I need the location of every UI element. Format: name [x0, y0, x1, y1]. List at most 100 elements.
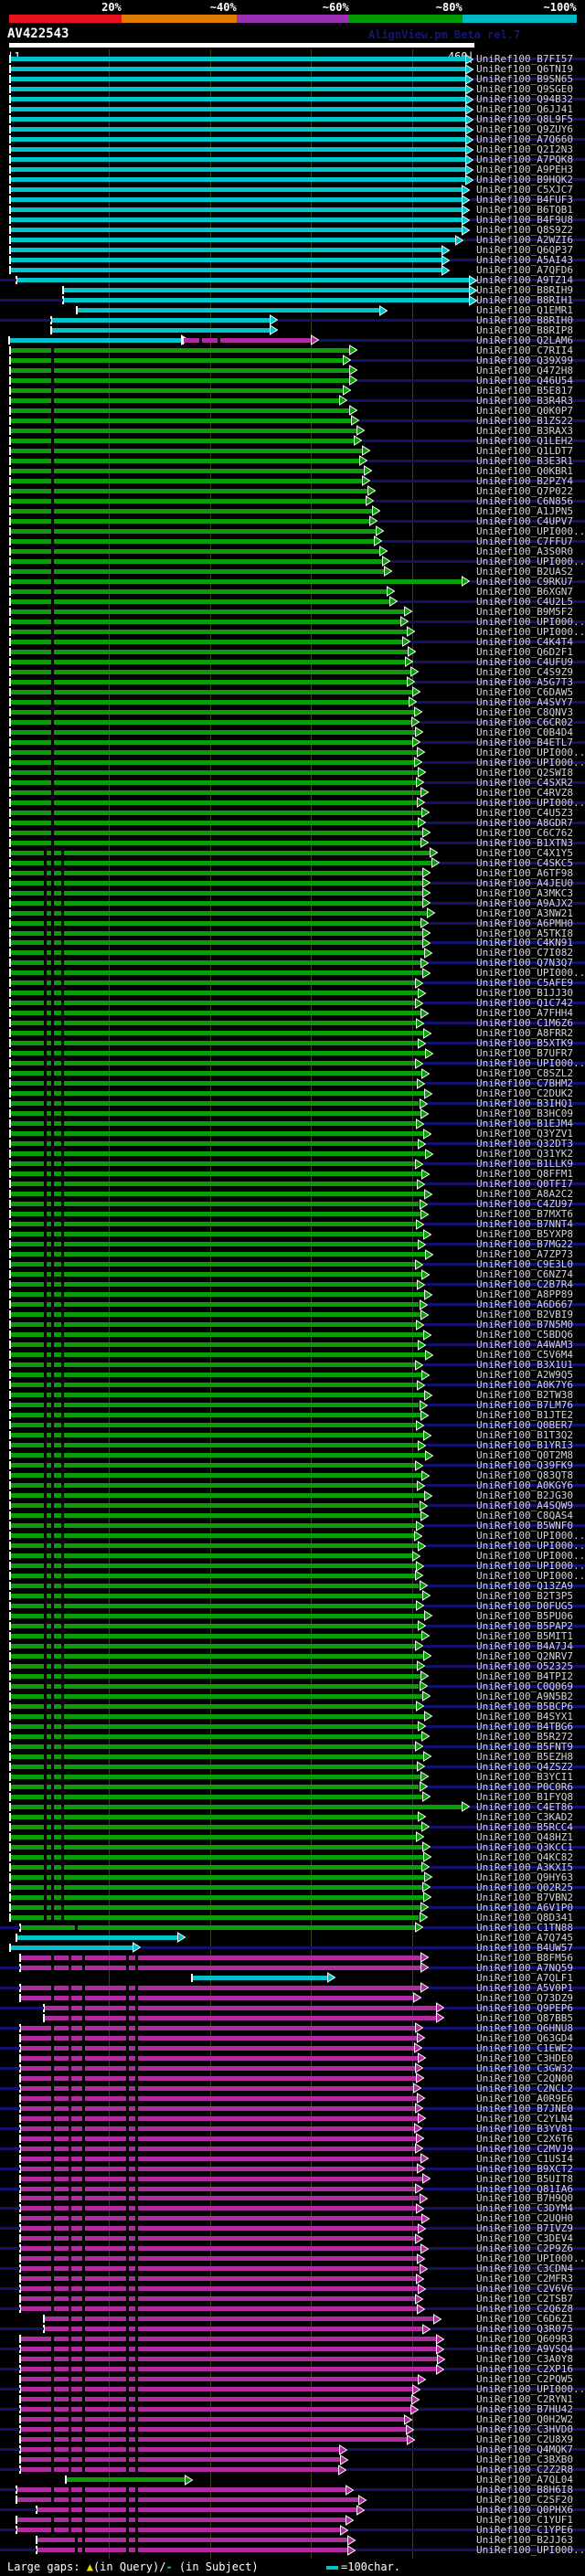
hit-accession-label: UniRef100_A9AJX2: [476, 896, 573, 909]
hit-accession-label: UniRef100_C3KAD2: [476, 1810, 573, 1823]
hit-start-tick: [9, 1581, 12, 1590]
hit-arrowhead-icon: [351, 415, 360, 427]
large-gap-mark: [51, 1031, 55, 1036]
hit-accession-label: UniRef100_D0FUG5: [476, 1599, 573, 1612]
large-gap-mark: [126, 2196, 130, 2201]
hit-arrowhead-icon: [421, 877, 431, 888]
hit-arrowhead-icon: [379, 304, 388, 316]
hit-arrowhead-icon: [420, 1962, 430, 1974]
hit-accession-label: UniRef100_A8A2C2: [476, 1188, 573, 1201]
subject-overhang-line: [473, 158, 585, 162]
hit-span-bar: [10, 1453, 426, 1458]
hit-accession-label: UniRef100_B2PZY4: [476, 474, 573, 487]
subject-overhang-line: [425, 1664, 585, 1668]
large-gap-mark: [61, 1453, 65, 1458]
hit-start-tick: [9, 1441, 12, 1450]
hit-accession-label: UniRef100_B3HC09: [476, 1108, 573, 1120]
large-gap-mark: [43, 1373, 47, 1378]
hit-accession-label: UniRef100_C4S9Z9: [476, 665, 573, 678]
hit-accession-label: UniRef100_B5BCP6: [476, 1700, 573, 1712]
large-gap-mark: [51, 1904, 55, 1910]
hit-arrowhead-icon: [407, 626, 416, 638]
large-gap-mark: [81, 2337, 85, 2342]
hit-span-bar: [9, 337, 181, 343]
large-gap-mark: [135, 1955, 139, 1960]
hit-start-tick: [9, 95, 12, 104]
hit-start-tick: [9, 908, 12, 917]
hit-start-tick: [9, 175, 12, 185]
hit-arrowhead-icon: [420, 1982, 430, 1994]
hit-span-bar: [10, 1663, 418, 1669]
subject-overhang-line: [423, 2147, 585, 2150]
hit-accession-label: UniRef100_C2UQH0: [476, 2212, 573, 2225]
hit-start-tick: [9, 236, 12, 245]
subject-overhang-line: [423, 1925, 585, 1929]
large-gap-mark: [135, 2467, 139, 2473]
hit-arrowhead-icon: [418, 1339, 427, 1351]
hit-arrowhead-icon: [417, 2032, 426, 2044]
hit-accession-label: UniRef100_A0K7Y6: [476, 1379, 573, 1392]
hit-arrowhead-icon: [436, 2002, 445, 2014]
hit-arrowhead-icon: [405, 656, 414, 668]
hit-span-bar: [10, 1503, 420, 1509]
subject-overhang-line: [424, 1022, 585, 1025]
large-gap-mark: [43, 1493, 47, 1499]
hit-accession-label: UniRef100_A6PMH0: [476, 917, 573, 929]
hit-arrowhead-icon: [465, 63, 474, 75]
large-gap-mark: [51, 1493, 55, 1499]
identity-scale-segment: [122, 15, 237, 23]
hit-accession-label: UniRef100_B7LM76: [476, 1399, 573, 1412]
hit-span-bar: [10, 538, 374, 544]
large-gap-mark: [61, 1603, 65, 1608]
hit-accession-label: UniRef100_B4ETL7: [476, 736, 573, 748]
hit-arrowhead-icon: [406, 2423, 415, 2435]
large-gap-mark: [51, 639, 55, 644]
large-gap-mark: [126, 2075, 130, 2081]
hit-arrowhead-icon: [367, 485, 377, 497]
hit-accession-label: UniRef100_A7Q745: [476, 1931, 573, 1944]
hit-span-bar: [10, 1854, 423, 1860]
hit-span-bar: [10, 991, 419, 996]
hit-arrowhead-icon: [365, 495, 375, 507]
large-gap-mark: [126, 2407, 130, 2412]
hit-span-bar: [10, 528, 376, 534]
large-gap-mark: [51, 2166, 55, 2171]
hit-arrowhead-icon: [441, 244, 451, 256]
hit-span-bar: [20, 2266, 420, 2272]
hit-arrowhead-icon: [422, 1650, 432, 1662]
large-gap-mark: [69, 2075, 72, 2081]
hit-span-bar: [10, 1523, 417, 1529]
hit-arrowhead-icon: [417, 2304, 426, 2315]
hit-start-tick: [9, 1701, 12, 1711]
subject-overhang-line: [0, 2428, 21, 2432]
hit-start-tick: [9, 707, 12, 716]
hit-accession-label: UniRef100_B8H6I8: [476, 2484, 573, 2496]
large-gap-mark: [51, 1373, 55, 1378]
large-gap-mark: [61, 1784, 65, 1789]
hit-arrowhead-icon: [420, 1670, 430, 1682]
hit-start-tick: [9, 888, 12, 897]
hit-span-bar: [10, 107, 466, 112]
large-gap-mark: [81, 1995, 85, 2000]
hit-accession-label: UniRef100_C4SXR2: [476, 776, 573, 789]
hit-span-bar: [10, 1874, 425, 1880]
hit-span-bar: [10, 398, 340, 403]
hit-start-tick: [9, 1270, 12, 1279]
large-gap-mark: [61, 1151, 65, 1157]
hit-accession-label: UniRef100_A7QL04: [476, 2474, 573, 2486]
hit-span-bar: [10, 1774, 420, 1779]
large-gap-mark: [51, 2055, 55, 2061]
large-gap-mark: [43, 1332, 47, 1338]
hit-accession-label: UniRef100_Q6TNI9: [476, 63, 573, 76]
hit-arrowhead-icon: [347, 2534, 356, 2546]
subject-overhang-line: [0, 2167, 21, 2170]
hit-span-bar: [10, 1493, 425, 1499]
large-gap-mark: [61, 1252, 65, 1257]
subject-overhang-line: [0, 2247, 21, 2251]
hit-span-bar: [20, 1985, 420, 1990]
hit-arrowhead-icon: [413, 1530, 423, 1542]
large-gap-mark: [51, 1483, 55, 1489]
large-gap-mark: [61, 1373, 65, 1378]
hit-accession-label: UniRef100_C2Z2R8: [476, 2464, 573, 2476]
hit-span-bar: [10, 258, 441, 263]
